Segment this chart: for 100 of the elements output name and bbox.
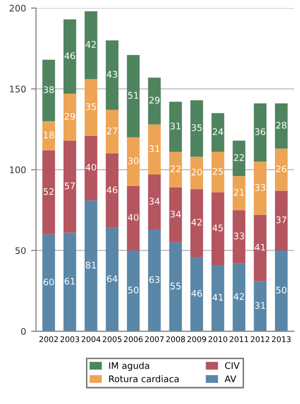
data-label: 57 xyxy=(64,182,75,190)
data-label: 34 xyxy=(170,210,181,218)
data-label: 24 xyxy=(212,128,224,136)
data-label: 33 xyxy=(234,232,244,240)
data-label: 20 xyxy=(192,168,202,176)
bar xyxy=(84,11,98,80)
data-label: 40 xyxy=(128,214,138,221)
bar xyxy=(148,124,161,175)
data-label: 31 xyxy=(149,145,160,152)
data-label: 35 xyxy=(86,103,96,110)
data-label: 27 xyxy=(107,127,118,134)
data-label: 63 xyxy=(149,276,160,283)
bar xyxy=(126,250,140,332)
data-label: 41 xyxy=(212,294,223,301)
bar xyxy=(106,40,118,110)
data-label: 41 xyxy=(254,244,266,251)
bar xyxy=(126,186,140,250)
data-label: 26 xyxy=(276,165,286,172)
bar xyxy=(190,156,204,190)
bar xyxy=(126,137,140,186)
data-label: 38 xyxy=(44,86,54,94)
bar xyxy=(169,187,182,242)
data-label: 35 xyxy=(192,124,202,132)
bar xyxy=(274,148,288,191)
data-label: 50 xyxy=(276,286,286,294)
bar xyxy=(190,256,204,332)
bar xyxy=(274,250,288,332)
bar xyxy=(106,154,118,228)
bar xyxy=(63,232,76,332)
data-label: 30 xyxy=(128,157,138,164)
data-label: 36 xyxy=(255,128,266,136)
data-label: 64 xyxy=(107,275,118,282)
bar xyxy=(212,113,224,152)
bar xyxy=(190,100,204,157)
data-label: 42 xyxy=(86,41,96,48)
bar xyxy=(254,162,267,215)
bar xyxy=(169,242,182,332)
data-label: 61 xyxy=(64,278,75,285)
data-label: 29 xyxy=(149,96,160,104)
y-tick-label: 150 xyxy=(10,86,26,92)
bar xyxy=(232,210,246,264)
data-label: 55 xyxy=(170,282,181,290)
bar xyxy=(232,140,246,176)
bar xyxy=(254,103,267,162)
data-label: 18 xyxy=(44,132,54,138)
data-label: 33 xyxy=(255,184,266,191)
bar xyxy=(254,214,267,282)
bar xyxy=(42,60,56,122)
bar xyxy=(148,78,161,124)
bar xyxy=(42,150,56,234)
y-tick-label: 50 xyxy=(15,247,26,254)
data-label: 45 xyxy=(212,224,223,232)
bar xyxy=(169,102,182,152)
bar xyxy=(42,234,56,332)
data-label: 29 xyxy=(64,112,75,120)
bar xyxy=(169,152,182,188)
data-label: 52 xyxy=(44,188,54,195)
bar xyxy=(84,200,98,332)
legend-label: CIV xyxy=(225,362,240,370)
data-label: 37 xyxy=(276,216,286,224)
bar xyxy=(148,229,161,332)
legend-label: Rotura cardiaca xyxy=(109,375,179,382)
bar xyxy=(106,228,118,332)
bar xyxy=(232,176,246,210)
data-label: 25 xyxy=(212,168,223,175)
data-label: 46 xyxy=(191,290,202,297)
data-label: 43 xyxy=(106,70,118,78)
bar xyxy=(63,94,76,141)
data-label: 42 xyxy=(234,293,244,300)
y-tick-label: 200 xyxy=(10,4,26,12)
data-label: 46 xyxy=(106,186,118,194)
data-label: 50 xyxy=(128,286,138,294)
y-tick-label: 100 xyxy=(10,166,26,174)
bar xyxy=(212,192,224,266)
bar xyxy=(274,190,288,250)
data-label: 40 xyxy=(86,164,96,171)
data-label: 22 xyxy=(170,165,180,172)
bar xyxy=(232,263,246,332)
bar xyxy=(274,103,288,149)
data-label: 22 xyxy=(234,154,244,161)
bar xyxy=(84,79,98,136)
bar xyxy=(84,136,98,200)
data-label: 51 xyxy=(128,92,138,99)
data-label: 21 xyxy=(234,188,244,196)
data-label: 31 xyxy=(170,122,180,130)
data-label: 46 xyxy=(64,52,76,60)
data-label: 28 xyxy=(276,122,286,129)
bar xyxy=(212,265,224,332)
legend-label: IM aguda xyxy=(109,362,150,371)
data-label: 42 xyxy=(191,218,202,226)
y-tick-label: 0 xyxy=(21,328,26,335)
bar xyxy=(106,110,118,154)
bar xyxy=(254,281,267,332)
bar xyxy=(42,121,56,150)
legend-label: AV xyxy=(224,376,236,382)
bar xyxy=(148,174,161,230)
bar xyxy=(190,189,204,257)
data-label: 81 xyxy=(86,262,96,268)
bar xyxy=(63,19,76,94)
bar xyxy=(63,140,76,233)
